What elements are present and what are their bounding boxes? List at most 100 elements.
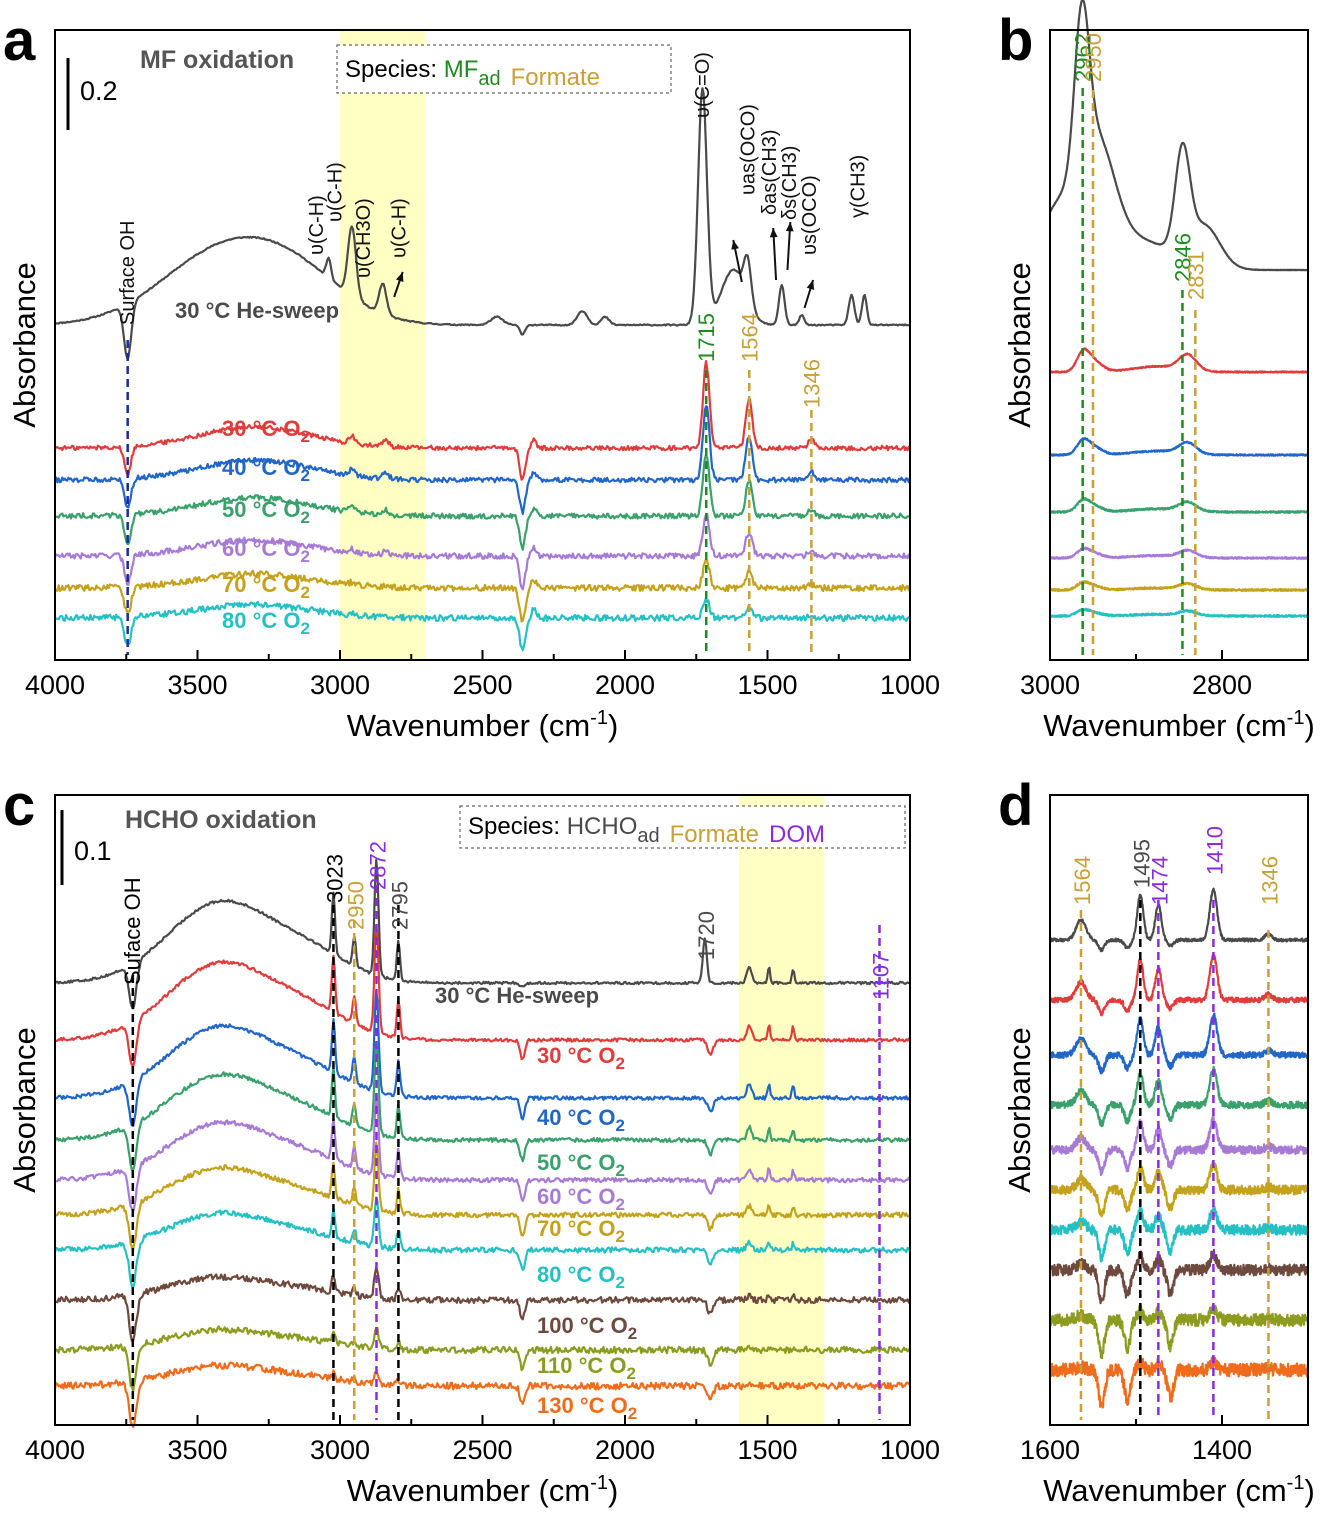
- legend-item-0: HCHO: [567, 813, 638, 840]
- x-axis-label-b: Wavenumber (cm-1): [1043, 707, 1315, 743]
- x-axis-label-close: ): [1304, 708, 1314, 743]
- x-axis-label-sup: -1: [1287, 1472, 1305, 1494]
- series-d-4: [1048, 1115, 1310, 1176]
- tick-label-c-5: 1500: [737, 1435, 797, 1465]
- tick-label-c-4: 2000: [595, 1435, 655, 1465]
- series-a-2: [53, 405, 911, 516]
- series-label-sub: 2: [616, 1116, 625, 1135]
- series-d-3: [1049, 1065, 1310, 1128]
- series-label-text: 30 °C O: [537, 1043, 616, 1068]
- x-axis-label-text: Wavenumber (cm: [1043, 708, 1286, 743]
- peak-label-b-3: 2831: [1183, 251, 1208, 300]
- series-c-8: [54, 1325, 912, 1392]
- peak-label-b-1: 2950: [1081, 33, 1106, 82]
- series-label-sub: 2: [616, 1273, 625, 1292]
- peak-label-b-0: 2962: [1071, 33, 1096, 82]
- series-label-a-5: 70 °C O2: [222, 572, 310, 602]
- x-axis-label-sup: -1: [1287, 707, 1305, 729]
- series-c-1: [54, 924, 912, 1068]
- legend-c: Species: HCHOad Formate DOM: [468, 813, 825, 848]
- series-label-text: 30 °C O: [222, 416, 301, 441]
- peak-label-c-5: 1720: [694, 911, 719, 960]
- panel-a: 4000 3500 3000 2500 2000 1500 1000 Wavenumber (…: [3, 8, 940, 743]
- tick-label-a-1: 3500: [167, 670, 227, 700]
- series-label-text: 60 °C O: [222, 536, 301, 561]
- series-label-sub: 2: [616, 1054, 625, 1073]
- series-label-text: 50 °C O: [222, 497, 301, 522]
- assignment-1: υ(C-H): [324, 162, 346, 222]
- assignment-3: υ(C-H): [389, 198, 411, 258]
- legend-item-2: DOM: [769, 821, 825, 848]
- tick-label-b-1: 2800: [1192, 670, 1252, 700]
- arrow-head-0: [396, 272, 404, 282]
- tick-label-a-5: 1500: [737, 670, 797, 700]
- assignment-5: υas(OCO): [738, 104, 760, 195]
- x-axis-label-a: Wavenumber (cm-1): [347, 707, 619, 743]
- panel-letter-a: a: [3, 8, 36, 73]
- highlight-band: [340, 31, 426, 659]
- series-label-c-0: 30 °C He-sweep: [435, 983, 599, 1008]
- series-c-3: [53, 1041, 911, 1172]
- panel-title-c: HCHO oxidation: [125, 806, 317, 834]
- series-label-c-7: 100 °C O2: [537, 1313, 637, 1343]
- series-d-6: [1049, 1204, 1310, 1263]
- series-b-5: [1049, 580, 1309, 592]
- x-axis-label-c: Wavenumber (cm-1): [347, 1472, 619, 1508]
- assignment-0: υ(C-H): [306, 195, 328, 255]
- panel-c: 4000 3500 3000 2500 2000 1500 1000 Wavenumber (…: [3, 773, 940, 1508]
- series-label-sub: 2: [616, 1161, 625, 1180]
- tick-label-a-0: 4000: [25, 670, 85, 700]
- assignment-9: γ(CH3): [847, 155, 869, 218]
- tick-label-a-2: 3000: [310, 670, 370, 700]
- series-label-text: 100 °C O: [537, 1313, 628, 1338]
- series-d-9: [1049, 1355, 1309, 1409]
- series-label-text: 70 °C O: [537, 1216, 616, 1241]
- peak-label-c-1: 3023: [322, 854, 347, 903]
- panel-title-a: MF oxidation: [140, 46, 294, 74]
- y-axis-label-c: Absorbance: [7, 1027, 42, 1192]
- series-d-7: [1048, 1248, 1309, 1305]
- legend-prefix: Species:: [468, 813, 567, 840]
- series-d-2: [1048, 1012, 1310, 1075]
- series-label-sub: 2: [301, 427, 310, 446]
- y-axis-label-a: Absorbance: [7, 262, 42, 427]
- series-d-1: [1048, 953, 1309, 1017]
- scale-bar-label-a: 0.2: [80, 76, 118, 106]
- tick-label-d-1: 1400: [1192, 1435, 1252, 1465]
- series-label-sub: 2: [628, 1404, 637, 1423]
- tick-label-c-0: 4000: [25, 1435, 85, 1465]
- series-label-text: 110 °C O: [537, 1353, 627, 1378]
- series-label-c-5: 70 °C O2: [537, 1216, 625, 1246]
- series-a-3: [54, 453, 911, 551]
- peak-label-c-6: 1107: [869, 953, 894, 1000]
- assignment-7: δs(CH3): [779, 146, 801, 220]
- assignment-2: υ(CH3O): [353, 198, 375, 278]
- series-a-0: [54, 87, 911, 359]
- series-label-c-8: 110 °C O2: [537, 1353, 636, 1383]
- legend-sub-0: ad: [478, 68, 500, 90]
- series-label-sub: 2: [301, 547, 310, 566]
- series-label-sub: 2: [301, 583, 310, 602]
- series-label-text: 130 °C O: [537, 1393, 628, 1418]
- peak-label-c-0: Suface OH: [120, 877, 145, 985]
- legend-box-a: [336, 44, 672, 94]
- tick-label-b-0: 3000: [1020, 670, 1080, 700]
- legend-sub-0: ad: [637, 825, 659, 847]
- series-label-text: 70 °C O: [222, 572, 301, 597]
- peak-label-a-1: 1715: [694, 313, 719, 362]
- arrow-head-4: [806, 280, 815, 290]
- tick-label-a-3: 2500: [452, 670, 512, 700]
- series-c-2: [54, 990, 911, 1127]
- series-c-0: [54, 859, 911, 1010]
- y-axis-label-d: Absorbance: [1002, 1027, 1037, 1192]
- peak-label-a-3: 1346: [799, 359, 824, 408]
- series-a-6: [54, 596, 911, 652]
- series-a-4: [54, 512, 912, 591]
- series-label-sub: 2: [628, 1324, 637, 1343]
- series-label-c-1: 30 °C O2: [537, 1043, 625, 1073]
- series-a-1: [54, 360, 911, 481]
- arrow-head-2: [769, 228, 778, 238]
- peak-label-d-3: 1410: [1202, 826, 1227, 875]
- panel-d: 1600 1400 Wavenumber (cm-1) Absorbance d 1564…: [998, 773, 1315, 1508]
